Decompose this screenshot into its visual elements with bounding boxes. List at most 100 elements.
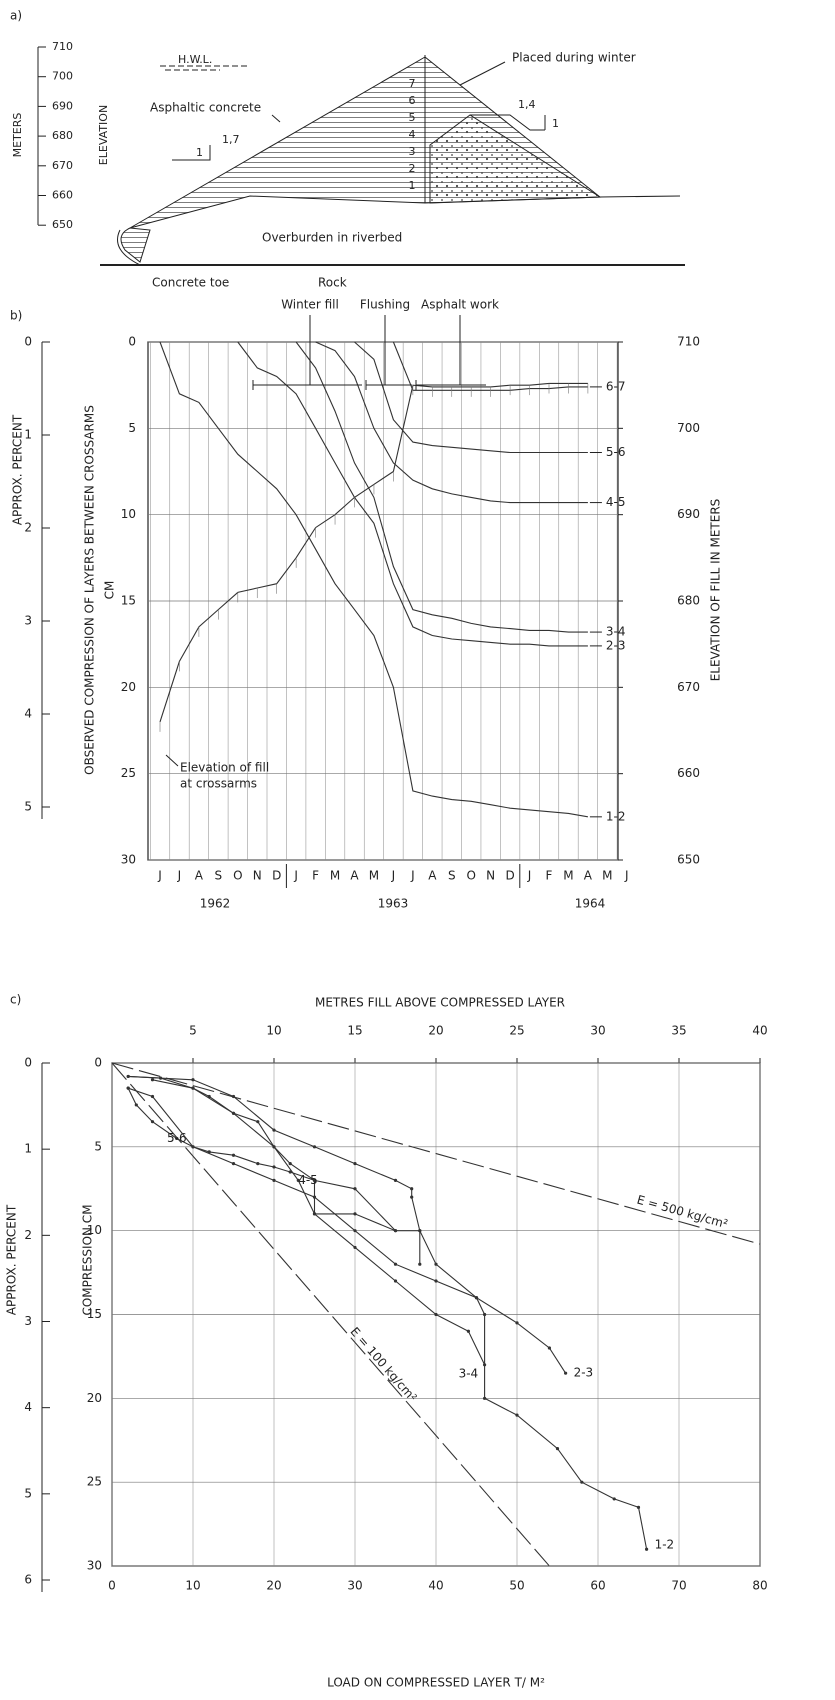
- y-tick-label: 15: [87, 1307, 102, 1321]
- series-line: [354, 341, 588, 454]
- y2-tick-label: 710: [677, 335, 700, 349]
- series-label: 6-7: [606, 379, 626, 393]
- data-point: [191, 1145, 195, 1149]
- concrete-toe: [120, 227, 151, 263]
- axis-label: METERS: [11, 113, 24, 158]
- data-point: [150, 1120, 155, 1124]
- data-point: [312, 1178, 317, 1182]
- axis-label: LOAD ON COMPRESSED LAYER T/ M²: [327, 1676, 545, 1690]
- data-point: [272, 1178, 276, 1182]
- x-tick-label: 80: [752, 1579, 767, 1593]
- slope-label: 1: [552, 117, 559, 130]
- x-tick-label: J: [410, 869, 415, 883]
- elevation-tick-label: 670: [52, 159, 73, 172]
- x-tick-label: N: [486, 869, 495, 883]
- annotation: Flushing: [360, 298, 410, 312]
- data-point: [296, 1178, 300, 1182]
- layer-label: 6: [409, 94, 416, 107]
- x2-tick-label: 40: [752, 1024, 767, 1038]
- data-point: [134, 1103, 138, 1107]
- data-point: [418, 1229, 422, 1233]
- riverbed: [117, 195, 681, 266]
- data-point: [126, 1086, 130, 1090]
- percent-tick-label: 1: [24, 1142, 32, 1156]
- x2-tick-label: 35: [671, 1024, 686, 1038]
- data-point: [256, 1120, 260, 1124]
- slope-label: 1,4: [518, 98, 536, 111]
- arrow: [459, 61, 506, 86]
- data-point: [645, 1547, 649, 1551]
- x-tick-label: 10: [185, 1579, 200, 1593]
- y2-tick-label: 690: [677, 507, 700, 521]
- hwl-label: H.W.L.: [178, 53, 212, 66]
- series-label: 3-4: [459, 1367, 479, 1381]
- y-tick-label: 15: [121, 594, 136, 608]
- data-point: [353, 1162, 357, 1166]
- series-line: [111, 1062, 761, 1245]
- elevation-tick-label: 690: [52, 99, 73, 112]
- asphalt-fill: [129, 56, 426, 229]
- winter-label: Placed during winter: [512, 51, 636, 65]
- series-line: [159, 341, 588, 818]
- percent-tick-label: 3: [24, 1314, 32, 1328]
- percent-tick-label: 4: [24, 1400, 32, 1414]
- y-tick-label: 10: [87, 1223, 102, 1237]
- x-tick-label: S: [448, 869, 456, 883]
- series-line: [295, 341, 588, 633]
- data-point: [483, 1312, 487, 1317]
- y-tick-label: 20: [121, 680, 136, 694]
- x-tick-label: M: [369, 869, 379, 883]
- data-point: [612, 1497, 616, 1501]
- x-tick-label: F: [312, 869, 319, 883]
- axis-label: CM: [103, 581, 117, 600]
- annotation: Asphalt work: [421, 298, 499, 312]
- series-label: 4-5: [298, 1173, 318, 1187]
- x-tick-label: J: [157, 869, 162, 883]
- percent-tick-label: 5: [24, 800, 32, 814]
- overburden-label: Overburden in riverbed: [262, 231, 402, 245]
- x-tick-label: O: [233, 869, 242, 883]
- data-point: [312, 1212, 317, 1216]
- x-tick-label: J: [177, 869, 182, 883]
- percent-tick-label: 3: [24, 614, 32, 628]
- x-tick-label: M: [563, 869, 573, 883]
- toe-label: Concrete toe: [152, 276, 229, 290]
- data-point: [353, 1212, 357, 1216]
- x-tick-label: 50: [509, 1579, 524, 1593]
- x2-tick-label: 25: [509, 1024, 524, 1038]
- data-point: [353, 1245, 357, 1250]
- data-point: [410, 1187, 414, 1191]
- data-point: [474, 1296, 479, 1300]
- y-tick-label: 10: [121, 507, 136, 521]
- axis-label: APPROX. PERCENT: [5, 1204, 19, 1315]
- data-point: [353, 1187, 357, 1191]
- data-point: [272, 1145, 276, 1149]
- elevation-tick-label: 660: [52, 189, 73, 202]
- series-label: 1-2: [606, 809, 626, 823]
- data-point: [434, 1312, 438, 1317]
- winter-fill: [429, 114, 602, 204]
- panel-label: b): [10, 309, 22, 323]
- data-point: [312, 1145, 317, 1149]
- series-line: [237, 341, 588, 647]
- slope-label: 1: [196, 146, 203, 159]
- x-tick-label: N: [253, 869, 262, 883]
- y2-tick-label: 680: [677, 594, 700, 608]
- series-line: [128, 1075, 567, 1374]
- data-point: [231, 1162, 236, 1166]
- x-tick-label: D: [272, 869, 281, 883]
- x-tick-label: A: [428, 869, 437, 883]
- x2-tick-label: 30: [590, 1024, 605, 1038]
- annotation: Winter fill: [281, 298, 339, 312]
- series-line: [152, 1079, 421, 1265]
- percent-tick-label: 4: [24, 707, 32, 721]
- x-tick-label: A: [195, 869, 204, 883]
- percent-tick-label: 2: [24, 521, 32, 535]
- series-label: 5-6: [606, 445, 626, 459]
- data-point: [418, 1262, 422, 1266]
- x-tick-label: D: [505, 869, 514, 883]
- data-point: [150, 1094, 155, 1099]
- x-tick-label: J: [624, 869, 629, 883]
- y-tick-label: 0: [94, 1056, 102, 1070]
- axis-label: APPROX. PERCENT: [11, 414, 25, 525]
